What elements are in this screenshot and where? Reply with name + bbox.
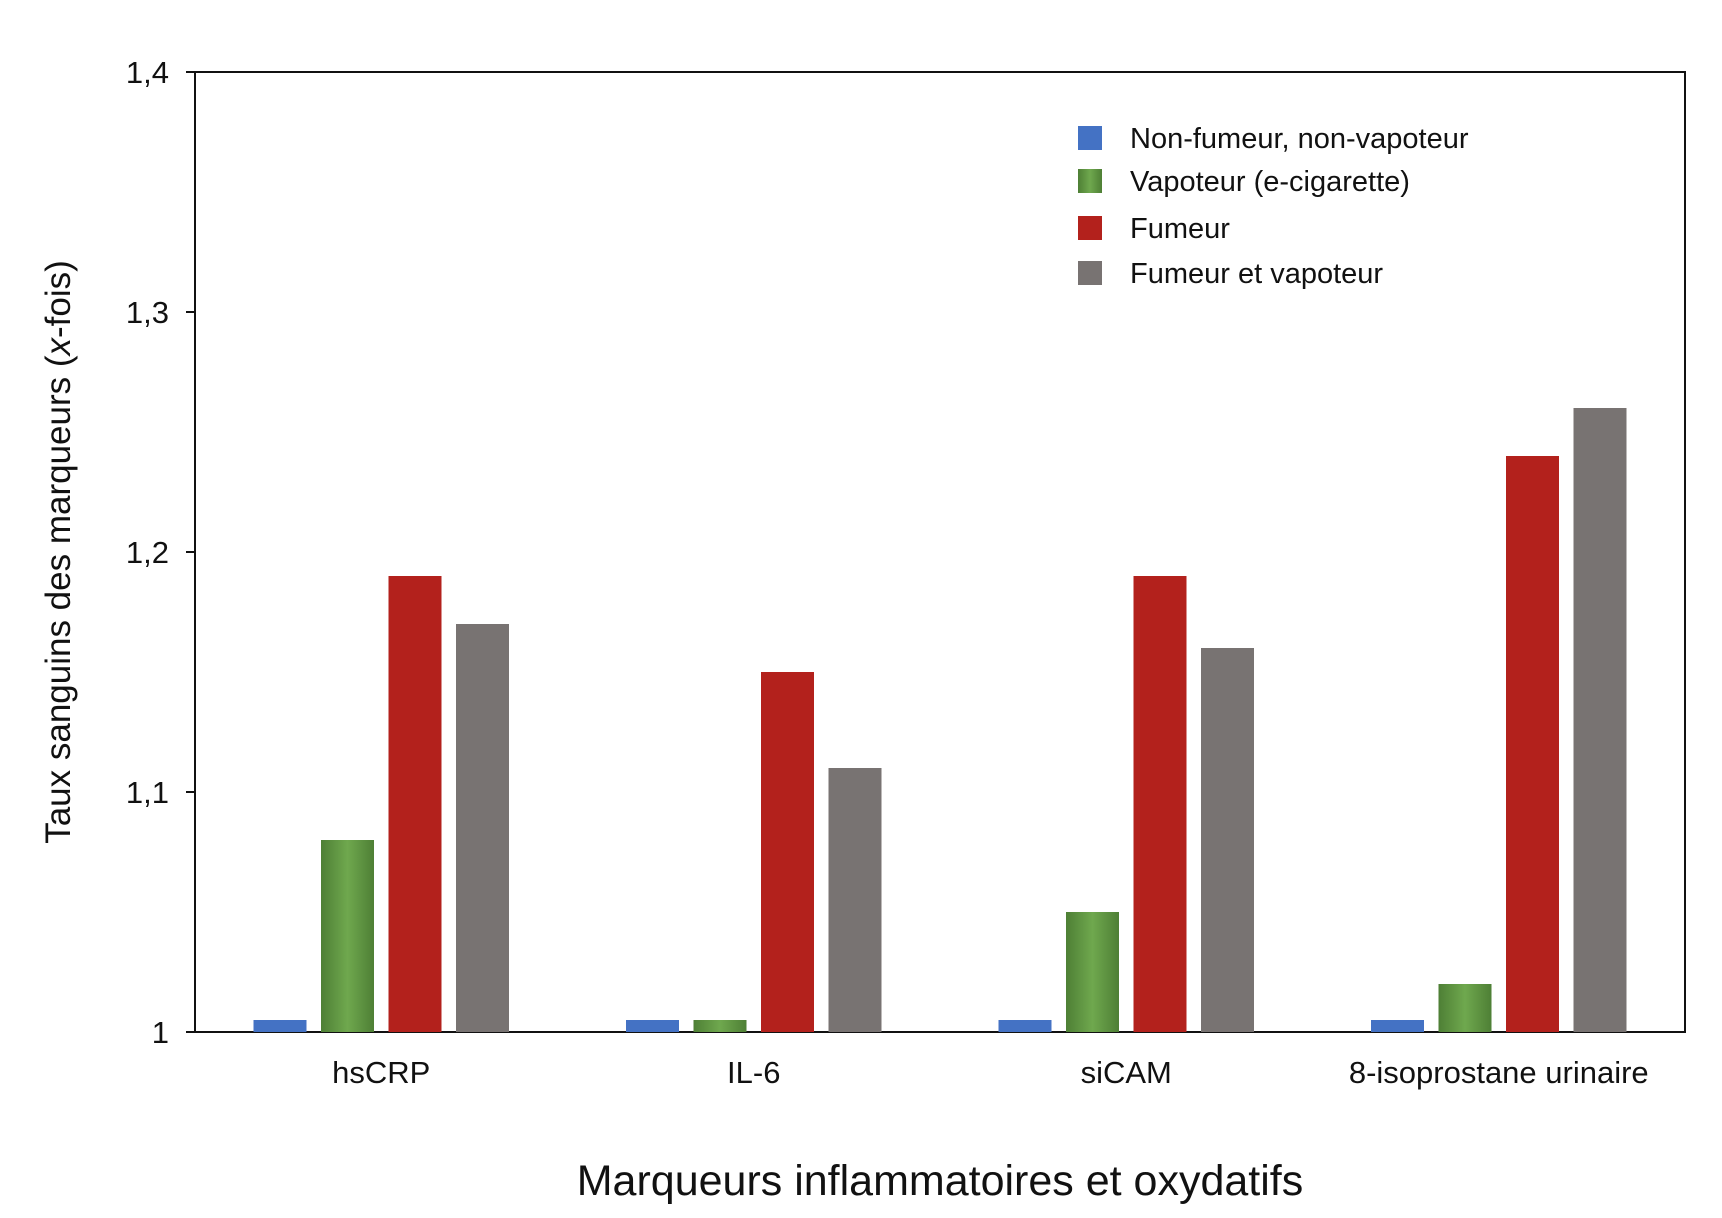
bars-group	[253, 408, 1627, 1032]
bar-1	[253, 1020, 307, 1032]
x-axis: hsCRP IL-6 siCAM 8-isoprostane urinaire	[332, 1055, 1649, 1090]
x-tick-label: 8-isoprostane urinaire	[1349, 1055, 1649, 1090]
legend-label: Non-fumeur, non-vapoteur	[1130, 123, 1469, 155]
bar-3	[388, 576, 442, 1032]
y-tick-label: 1,3	[126, 295, 169, 330]
legend-swatch	[1078, 216, 1102, 240]
y-axis-title: Taux sanguins des marqueurs (x-fois)	[39, 260, 78, 844]
x-tick-label: hsCRP	[332, 1055, 430, 1090]
y-axis: 1 1,1 1,2 1,3 1,4	[126, 55, 195, 1050]
y-axis-title-suffix: -fois)	[39, 260, 78, 338]
x-tick-label: IL-6	[727, 1055, 780, 1090]
legend-label: Fumeur et vapoteur	[1130, 258, 1383, 290]
bar-1	[998, 1020, 1052, 1032]
legend-swatch	[1078, 169, 1102, 193]
legend: Non-fumeur, non-vapoteur Vapoteur (e-ciga…	[1078, 123, 1469, 290]
bar-4	[1201, 648, 1254, 1032]
bar-2	[693, 1020, 747, 1032]
bar-3	[1133, 576, 1187, 1032]
bar-2	[1438, 984, 1492, 1032]
bar-3	[761, 672, 814, 1032]
y-axis-title-italic: x	[39, 336, 78, 357]
y-tick-label: 1	[152, 1015, 169, 1050]
legend-label: Fumeur	[1130, 213, 1230, 245]
bar-4	[828, 768, 882, 1032]
y-tick-label: 1,2	[126, 535, 169, 570]
bar-4	[456, 624, 509, 1032]
legend-swatch	[1078, 261, 1102, 285]
y-tick-label: 1,4	[126, 55, 169, 90]
bar-3	[1506, 456, 1559, 1032]
legend-label: Vapoteur (e-cigarette)	[1130, 166, 1410, 198]
bar-1	[626, 1020, 679, 1032]
legend-swatch	[1078, 126, 1102, 150]
x-axis-title: Marqueurs inflammatoires et oxydatifs	[577, 1157, 1304, 1205]
bar-1	[1371, 1020, 1424, 1032]
y-axis-title-prefix: Taux sanguins des marqueurs (	[39, 355, 78, 844]
bar-4	[1573, 408, 1627, 1032]
y-tick-label: 1,1	[126, 775, 169, 810]
bar-2	[321, 840, 374, 1032]
x-tick-label: siCAM	[1081, 1055, 1172, 1090]
bar-2	[1066, 912, 1119, 1032]
